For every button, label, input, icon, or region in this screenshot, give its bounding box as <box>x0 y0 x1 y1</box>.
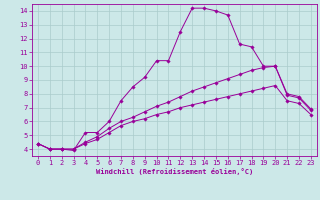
X-axis label: Windchill (Refroidissement éolien,°C): Windchill (Refroidissement éolien,°C) <box>96 168 253 175</box>
